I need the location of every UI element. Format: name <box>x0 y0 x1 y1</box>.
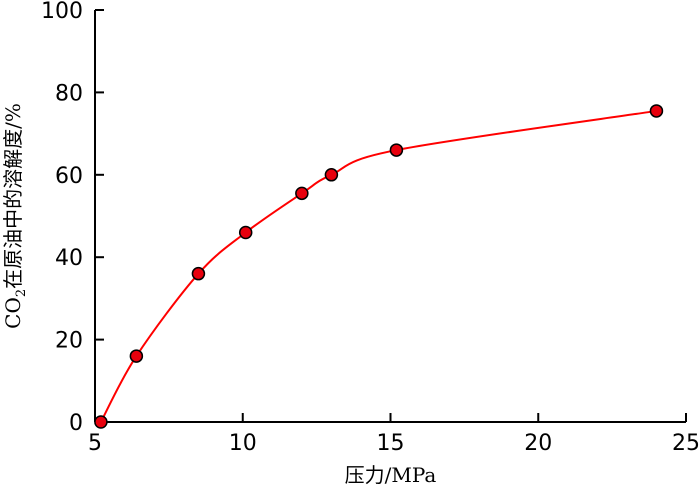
y-axis-label: CO2在原油中的溶解度/% <box>1 103 29 329</box>
data-point <box>324 168 339 182</box>
data-point <box>94 415 108 429</box>
y-tick-label: 40 <box>55 246 83 271</box>
y-tick-label: 20 <box>55 329 83 354</box>
data-point <box>191 266 206 281</box>
x-tick-label: 15 <box>377 431 405 456</box>
y-tick-label: 80 <box>55 81 83 106</box>
y-axis-label-pre: CO <box>1 297 25 329</box>
y-tick-label: 100 <box>41 0 83 24</box>
x-tick-label: 10 <box>229 431 257 456</box>
y-axis-label-sub: 2 <box>14 289 29 297</box>
y-axis-label-post: 在原油中的溶解度/% <box>1 103 25 289</box>
x-ticks: 5 10 15 20 25 <box>88 413 700 456</box>
data-point <box>238 225 253 240</box>
data-point <box>389 143 404 157</box>
data-point <box>649 104 664 118</box>
x-tick-label: 20 <box>524 431 552 456</box>
y-tick-label: 60 <box>55 164 83 189</box>
series-line <box>100 109 657 423</box>
data-point <box>295 186 309 201</box>
y-tick-label: 0 <box>69 411 83 436</box>
data-points <box>94 104 664 429</box>
x-tick-label: 5 <box>88 431 102 456</box>
x-axis-label: 压力/MPa <box>345 463 437 487</box>
data-point <box>129 349 144 363</box>
x-tick-label: 25 <box>672 431 700 456</box>
axes <box>94 10 686 423</box>
y-ticks: 0 20 40 60 80 100 <box>41 0 104 436</box>
